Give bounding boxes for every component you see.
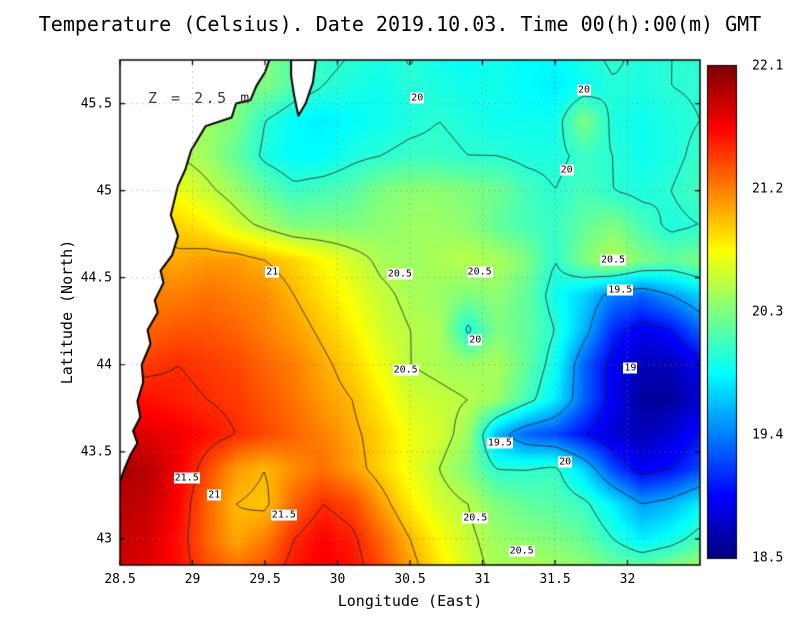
contour-label: 20 <box>558 456 573 468</box>
contour-label: 20 <box>559 164 574 176</box>
contour-label: 20.5 <box>599 254 627 266</box>
contour-label: 20.5 <box>508 545 535 557</box>
contour-label: 20 <box>468 334 483 346</box>
y-tick-label: 45 <box>96 183 112 199</box>
contour-label: 20.5 <box>462 512 489 524</box>
colorbar-tick-label: 22.1 <box>752 58 784 74</box>
y-tick-label: 44.5 <box>80 270 112 286</box>
x-tick-label: 29.5 <box>249 572 281 587</box>
x-tick-label: 28.5 <box>104 572 136 587</box>
contour-label: 21.5 <box>173 472 200 484</box>
contour-label: 19.5 <box>486 437 513 449</box>
contour-label: 20 <box>410 92 425 104</box>
y-tick-label: 43.5 <box>80 444 112 460</box>
colorbar-tick-label: 21.2 <box>752 181 784 197</box>
contour-label: 20.5 <box>392 364 419 376</box>
contour-label: 21.5 <box>270 509 297 520</box>
x-tick-label: 29 <box>184 572 201 587</box>
colorbar-tick-label: 19.4 <box>752 427 784 443</box>
y-tick-label: 43 <box>96 531 112 547</box>
x-tick-label: 30.5 <box>394 572 426 587</box>
contour-label: 20.5 <box>386 268 413 280</box>
contour-label: 19 <box>623 362 638 374</box>
colorbar-tick-label: 20.3 <box>752 304 784 320</box>
colorbar-tick-label: 18.5 <box>752 550 784 566</box>
y-tick-label: 44 <box>96 357 112 373</box>
contour-label: 21 <box>265 266 280 278</box>
contour-label: 20.5 <box>466 266 493 278</box>
x-axis-title: Longitude (East) <box>337 592 483 610</box>
y-tick-label: 45.5 <box>80 96 112 112</box>
depth-annotation: Z = 2.5 m <box>148 89 252 107</box>
contour-label: 20 <box>576 84 592 96</box>
x-tick-label: 31 <box>474 572 491 587</box>
x-tick-label: 30 <box>329 572 346 587</box>
contour-label: 19.5 <box>607 284 634 296</box>
contour-label: 21 <box>207 489 222 501</box>
x-tick-label: 32 <box>619 572 636 587</box>
x-tick-label: 31.5 <box>539 572 571 587</box>
